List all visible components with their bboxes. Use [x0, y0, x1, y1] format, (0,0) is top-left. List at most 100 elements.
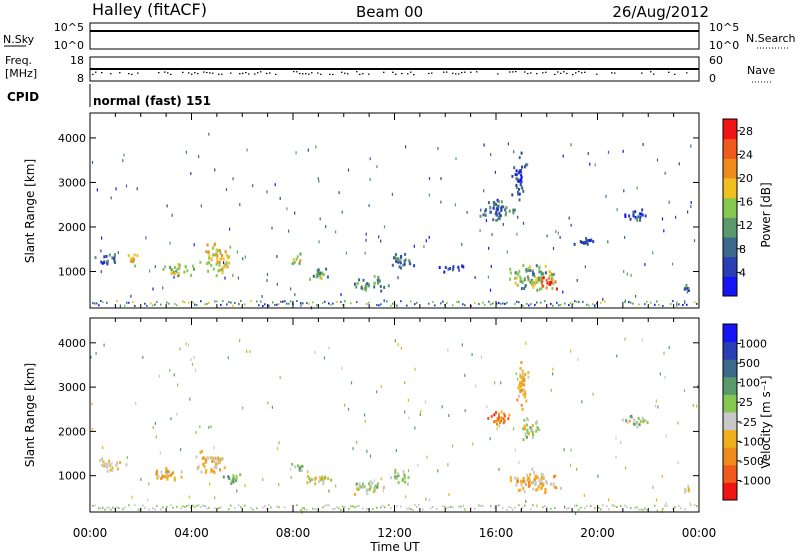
near-range-echo	[672, 300, 674, 303]
range-gate-cell	[215, 252, 218, 256]
range-gate-cell	[218, 461, 221, 465]
near-range-echo	[128, 504, 130, 507]
near-range-echo	[544, 505, 546, 508]
range-gate-cell	[523, 165, 526, 169]
scatter-echo	[325, 225, 327, 228]
range-gate-cell	[225, 260, 228, 264]
scatter-echo	[365, 238, 367, 242]
range-gate-cell	[308, 476, 311, 480]
scatter-echo	[594, 163, 596, 167]
range-gate-cell	[166, 473, 169, 476]
near-range-echo	[262, 305, 264, 307]
range-gate-cell	[223, 265, 226, 269]
range-gate-cell	[293, 260, 296, 264]
near-range-echo	[144, 506, 146, 509]
range-gate-cell	[452, 265, 455, 269]
range-gate-cell	[373, 285, 376, 289]
range-gate-cell	[232, 474, 235, 478]
range-gate-cell	[516, 190, 519, 194]
near-range-echo	[406, 507, 408, 510]
near-range-echo	[300, 302, 302, 304]
range-gate-cell	[498, 211, 501, 215]
range-gate-cell	[218, 263, 221, 267]
near-range-echo	[272, 301, 274, 304]
nave-point	[368, 73, 370, 75]
range-gate-cell	[624, 215, 627, 219]
near-range-echo	[504, 302, 506, 305]
range-gate-cell	[516, 283, 519, 287]
scatter-echo	[607, 150, 610, 154]
near-range-echo	[640, 508, 642, 511]
range-gate-cell	[516, 480, 519, 484]
near-range-echo	[196, 304, 198, 306]
range-gate-cell	[216, 254, 219, 258]
range-gate-cell	[368, 482, 371, 486]
range-gate-cell	[205, 250, 208, 254]
near-range-echo	[150, 302, 152, 305]
scatter-echo	[461, 343, 463, 347]
nave-point	[557, 71, 559, 73]
nave-point	[347, 73, 349, 75]
near-range-echo	[392, 302, 394, 305]
range-gate-cell	[204, 460, 207, 464]
scatter-echo	[198, 155, 200, 159]
range-gate-cell	[540, 270, 543, 274]
range-gate-cell	[371, 481, 374, 485]
nave-point	[668, 71, 670, 73]
range-gate-cell	[106, 262, 109, 266]
range-gate-cell	[542, 272, 545, 276]
range-gate-cell	[393, 256, 396, 260]
scatter-echo	[414, 426, 416, 430]
range-gate-cell	[173, 478, 176, 482]
range-gate-cell	[301, 464, 304, 468]
range-gate-cell	[505, 206, 508, 210]
range-gate-cell	[171, 471, 174, 475]
range-gate-cell	[522, 486, 525, 490]
nave-label: Nave	[747, 64, 775, 77]
nsky-strip: N.Sky 10^5 10^0 10^5 10^0 N.Search	[3, 21, 796, 52]
scatter-echo	[417, 463, 419, 467]
range-gate-cell	[538, 270, 541, 274]
nave-point	[401, 72, 403, 75]
near-range-echo	[378, 304, 380, 307]
scatter-echo	[570, 143, 572, 147]
range-gate-cell	[523, 390, 526, 394]
scatter-echo	[497, 218, 499, 222]
near-range-echo	[594, 304, 596, 307]
range-gate-cell	[372, 490, 375, 494]
range-gate-cell	[218, 268, 221, 272]
scatter-echo	[317, 274, 319, 278]
range-gate-cell	[325, 267, 328, 271]
scatter-echo	[173, 275, 175, 279]
scatter-echo	[407, 469, 410, 473]
range-gate-cell	[525, 399, 528, 403]
range-gate-cell	[326, 275, 329, 279]
range-gate-cell	[206, 243, 209, 247]
scatter-echo	[328, 489, 330, 493]
scatter-echo	[472, 442, 474, 446]
range-gate-cell	[526, 275, 529, 279]
scatter-echo	[461, 264, 463, 268]
near-range-echo	[542, 506, 544, 509]
range-gate-cell	[106, 462, 109, 466]
scatter-echo	[158, 374, 160, 378]
range-gate-cell	[400, 266, 402, 270]
scatter-echo	[356, 440, 358, 444]
range-gate-cell	[507, 417, 510, 421]
near-range-echo	[134, 305, 136, 307]
range-gate-cell	[520, 151, 523, 155]
scatter-echo	[274, 183, 276, 187]
nave-point	[650, 71, 652, 73]
scatter-echo	[394, 339, 396, 343]
scatter-echo	[690, 205, 692, 209]
range-gate-cell	[232, 476, 235, 480]
range-gate-cell	[548, 277, 551, 281]
near-range-echo	[190, 506, 192, 509]
scatter-echo	[145, 236, 147, 240]
nave-point	[536, 73, 538, 75]
range-gate-cell	[314, 482, 317, 486]
range-gate-cell	[496, 204, 499, 208]
scatter-echo	[404, 410, 406, 414]
nave-point	[158, 72, 160, 74]
